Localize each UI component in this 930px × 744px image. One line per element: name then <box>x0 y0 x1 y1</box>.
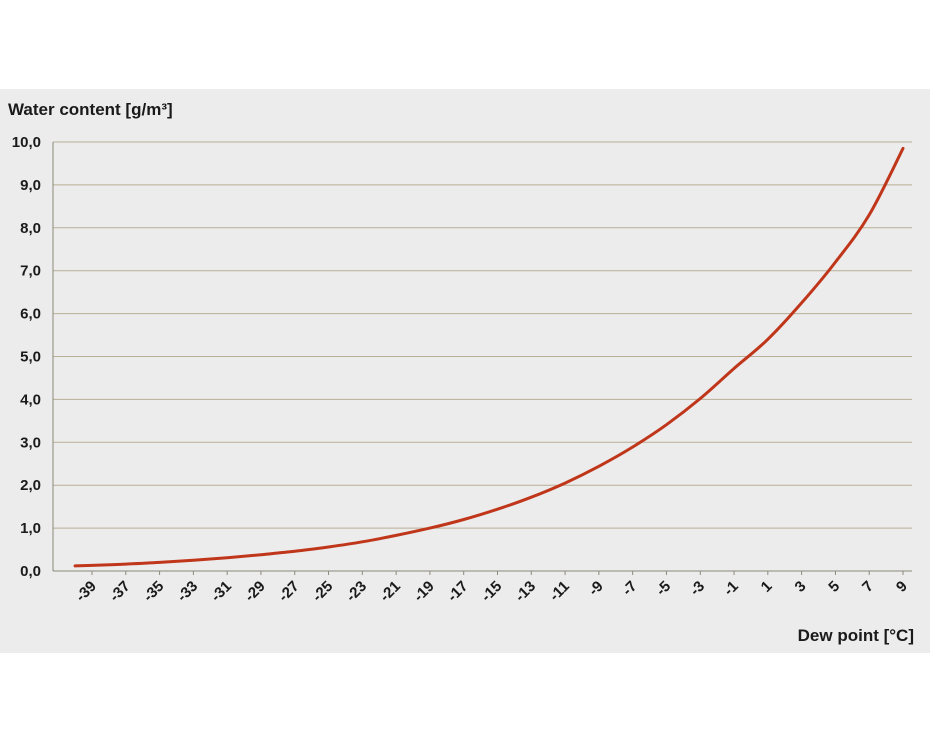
x-tick-label: 1 <box>758 578 776 596</box>
x-tick-label: -29 <box>241 578 268 605</box>
y-tick-label: 4,0 <box>20 391 41 408</box>
x-tick-label: -5 <box>653 578 674 599</box>
y-tick-label: 8,0 <box>20 220 41 237</box>
x-tick-label: 7 <box>859 578 877 596</box>
x-tick-label: -31 <box>208 578 235 605</box>
y-tick-label: 3,0 <box>20 434 41 451</box>
x-tick-label: -9 <box>585 578 606 599</box>
series-line <box>73 146 905 568</box>
x-tick-label: -3 <box>687 578 708 599</box>
x-tick-label: -13 <box>512 578 539 605</box>
x-tick-label: -21 <box>377 578 404 605</box>
line-chart: 0,01,02,03,04,05,06,07,08,09,010,0 -39 -3… <box>8 100 914 645</box>
x-tick-label: -27 <box>275 578 302 605</box>
y-tick-label: 9,0 <box>20 177 41 194</box>
x-tick-label: 3 <box>792 578 810 596</box>
y-tick-label: 1,0 <box>20 520 41 537</box>
x-tick-label: -15 <box>478 578 505 605</box>
y-tick-label: 2,0 <box>20 477 41 494</box>
y-axis-ticks: 0,0 1,0 2,0 3,0 4,0 5,0 6,0 7,0 8,0 9,0 10,0 <box>12 134 41 580</box>
x-tick-label: 9 <box>893 578 911 596</box>
y-tick-label: 7,0 <box>20 263 41 280</box>
x-tick-label: 5 <box>825 578 843 596</box>
x-tick-label: -23 <box>343 578 370 605</box>
x-tick-label: -17 <box>444 578 471 605</box>
x-axis-title: Dew point [°C] <box>798 626 914 645</box>
series-layer <box>73 146 905 568</box>
y-tick-label: 5,0 <box>20 349 41 366</box>
gridlines <box>52 141 912 575</box>
y-tick-label: 6,0 <box>20 306 41 323</box>
x-tick-label: -7 <box>619 578 640 599</box>
x-axis-ticks: -39 -37 -35 -33 -31 -29 -27 -25 -23 -21 -19 -17 -15-… <box>72 578 910 605</box>
x-tick-label: -35 <box>140 578 167 605</box>
x-tick-label: -19 <box>410 578 437 605</box>
x-tick-label: -37 <box>106 578 133 605</box>
y-axis-title: Water content [g/m³] <box>8 100 173 119</box>
y-tick-label: 0,0 <box>20 563 41 580</box>
y-tick-label: 10,0 <box>12 134 41 151</box>
x-tick-label: -39 <box>72 578 99 605</box>
x-tick-label: -1 <box>720 578 741 599</box>
chart-panel: 0,0 1,0 2,0 3,0 4,0 5,0 6,0 7,0 8,0 9,0 10,0 -39 -3… <box>0 89 930 653</box>
x-tick-label: -33 <box>174 578 201 605</box>
x-tick-label: -25 <box>309 578 336 605</box>
x-tick-label: -11 <box>546 578 573 605</box>
